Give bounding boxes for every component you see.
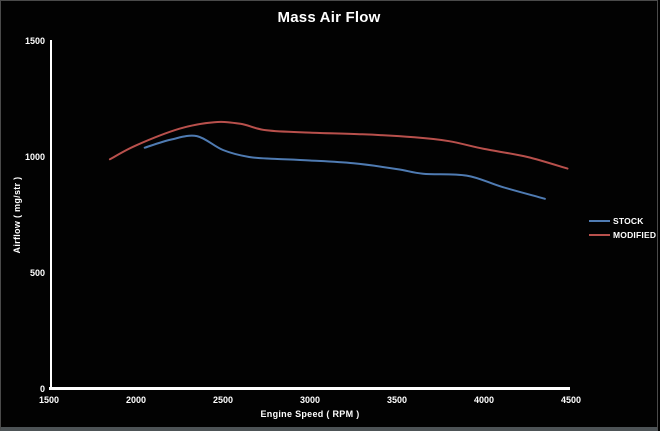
chart-title: Mass Air Flow — [277, 9, 381, 26]
y-tick-label: 1500 — [24, 36, 45, 46]
legend-label-modified: MODIFIED — [613, 230, 657, 240]
x-axis-line — [49, 387, 570, 390]
y-tick-label: 1000 — [24, 152, 45, 162]
x-tick-label: 3500 — [386, 395, 408, 405]
y-axis-tick-labels: 0 500 1000 1500 — [1, 1, 45, 427]
series-line-modified — [108, 120, 569, 170]
y-tick-label: 500 — [29, 268, 45, 278]
x-tick-label: 2500 — [212, 395, 234, 405]
x-tick-label: 1500 — [38, 395, 60, 405]
stock-line-swatch — [589, 220, 610, 222]
legend-label-stock: STOCK — [613, 216, 644, 226]
x-axis-title: Engine Speed ( RPM ) — [260, 409, 360, 419]
legend-item-stock: STOCK — [589, 214, 656, 228]
x-tick-label: 4000 — [473, 395, 495, 405]
legend-item-modified: MODIFIED — [589, 228, 656, 242]
x-tick-label: 2000 — [125, 395, 147, 405]
x-tick-label: 3000 — [299, 395, 321, 405]
x-axis-tick-labels: 1500 2000 2500 3000 3500 4000 4500 — [1, 395, 657, 407]
x-tick-label: 4500 — [560, 395, 582, 405]
y-axis-line — [50, 40, 52, 390]
series-line-stock — [143, 134, 546, 200]
legend: STOCK MODIFIED — [589, 214, 656, 242]
y-tick-label: 0 — [39, 384, 45, 394]
modified-line-swatch — [589, 234, 610, 236]
